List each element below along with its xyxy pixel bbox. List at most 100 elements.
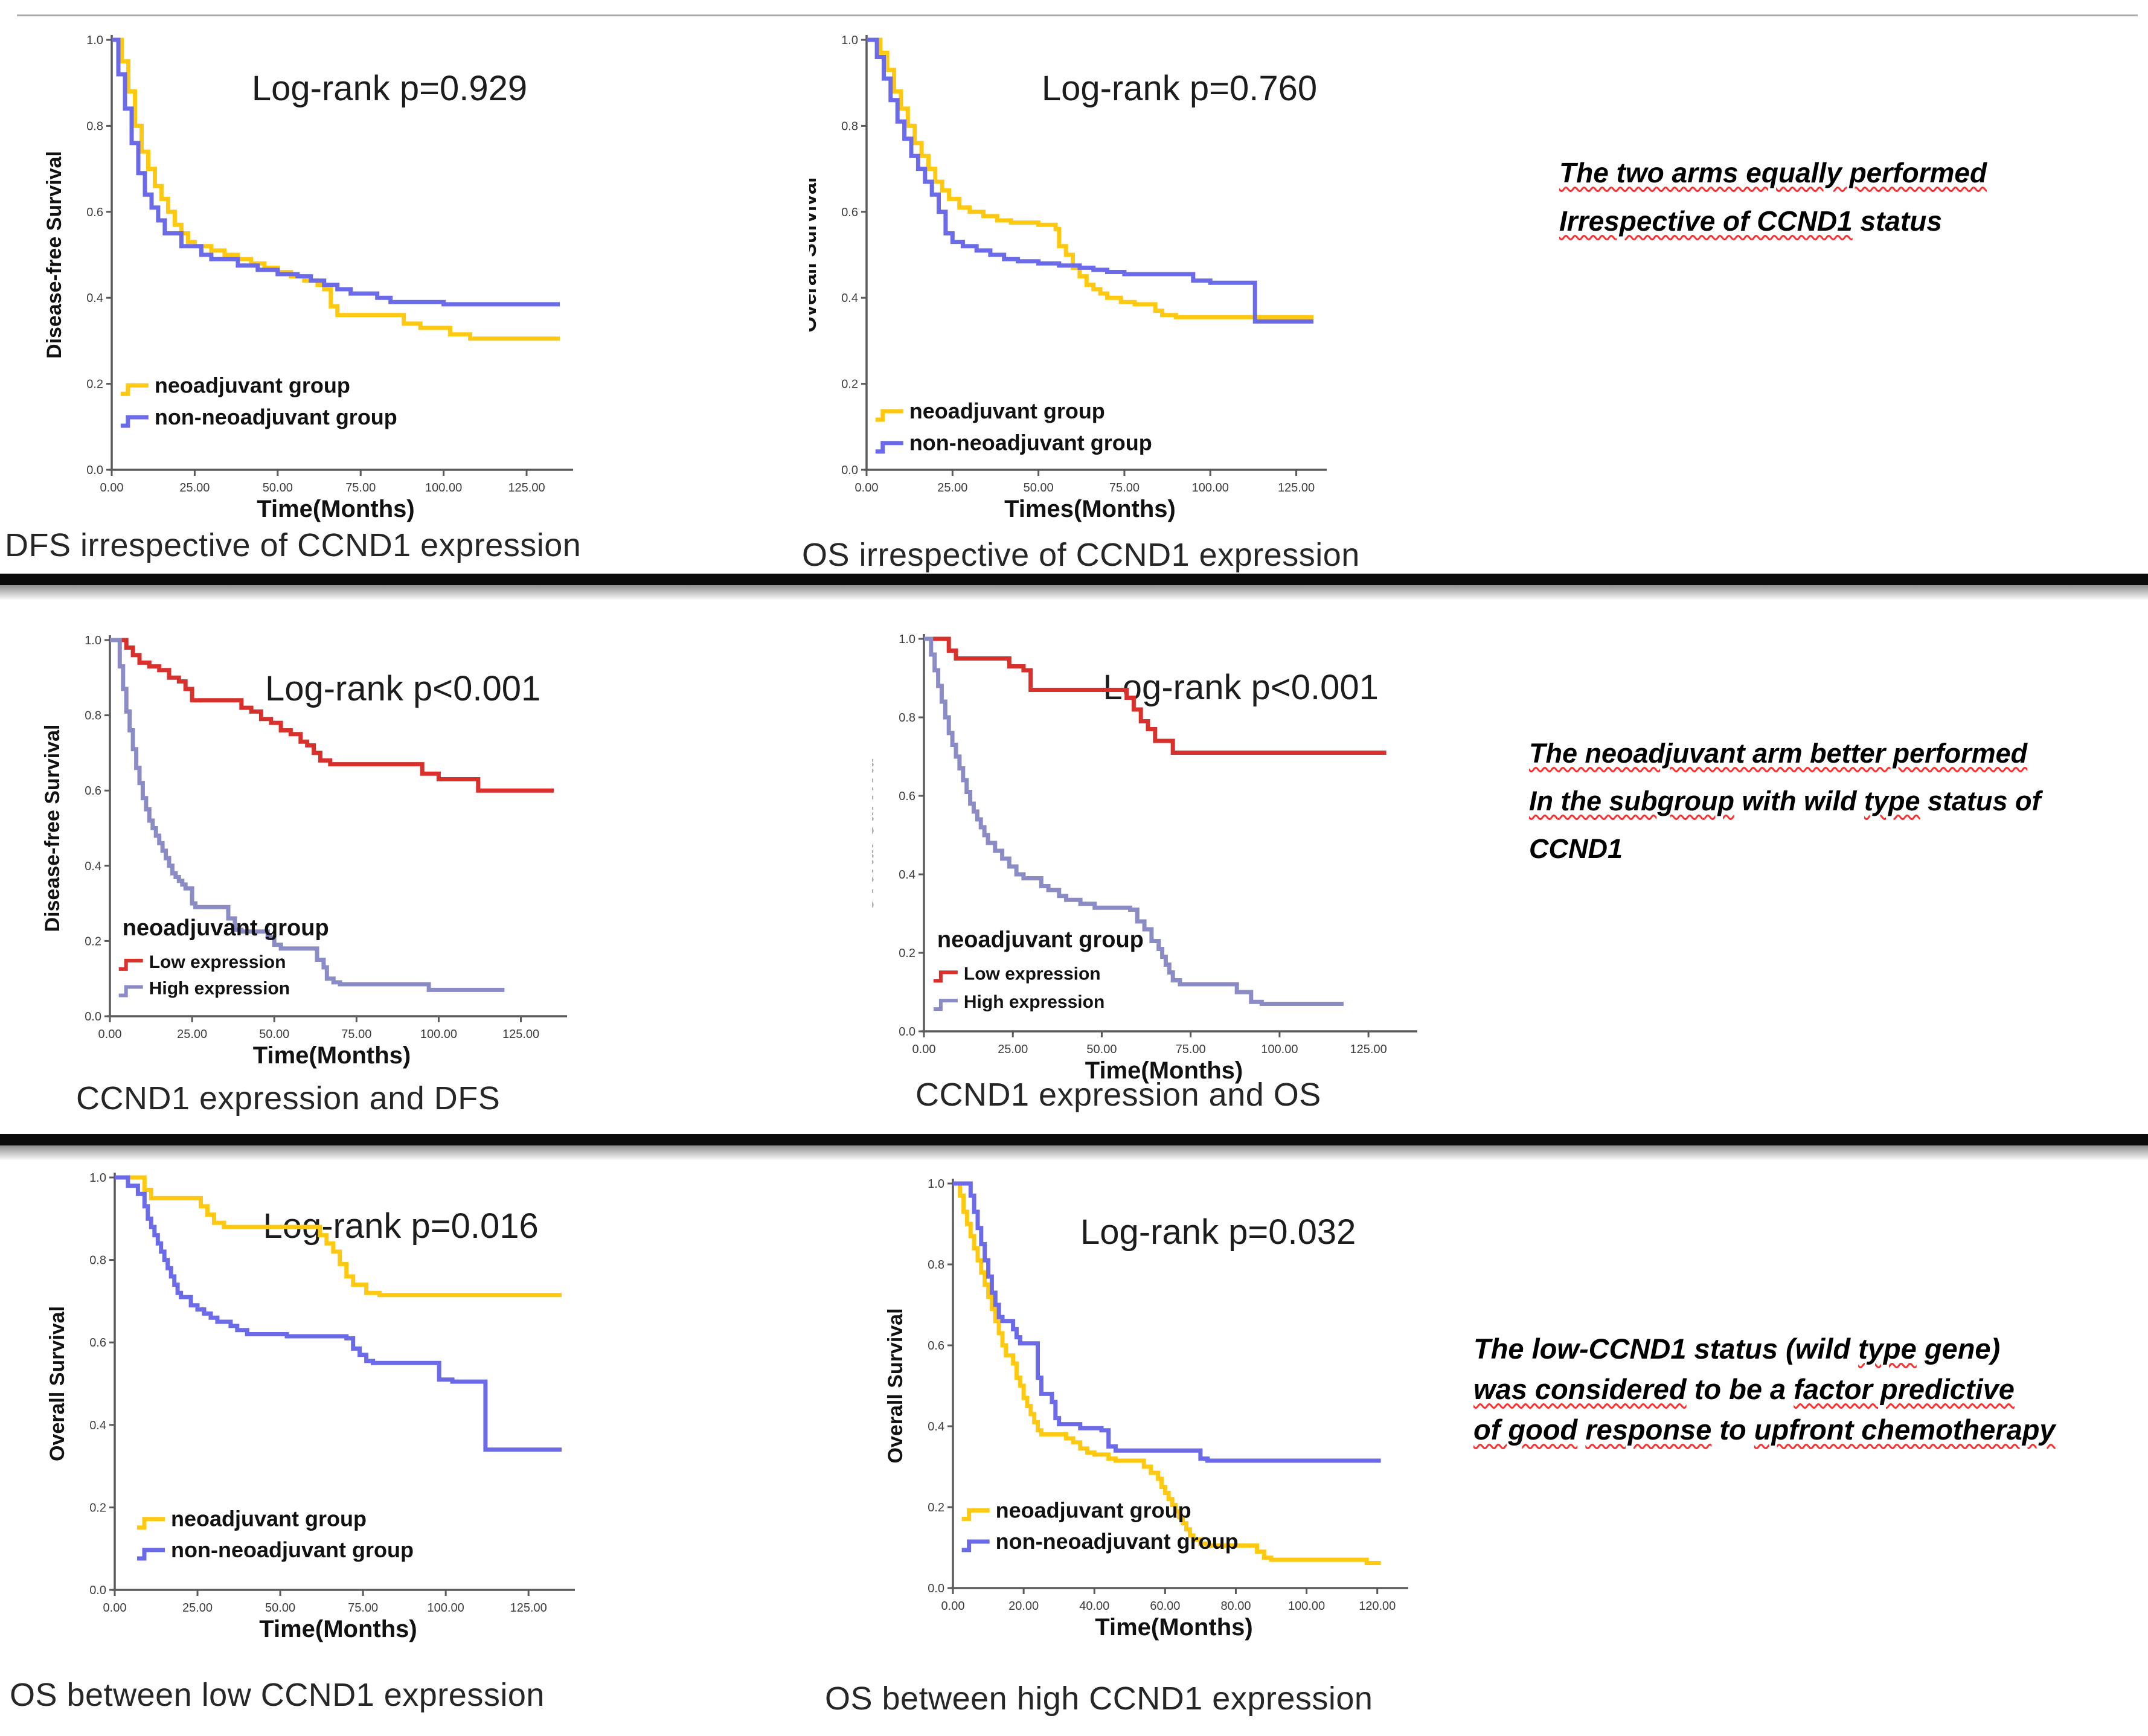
section-divider-shadow xyxy=(0,585,2148,600)
x-tick-label: 40.00 xyxy=(1079,1600,1109,1613)
y-tick-label: 0.8 xyxy=(85,709,101,723)
x-tick-label: 100.00 xyxy=(1261,1043,1298,1056)
x-tick-label: 0.00 xyxy=(855,481,879,495)
y-tick-label: 0.8 xyxy=(928,1258,944,1272)
note-line: The two arms equally performed xyxy=(1559,157,1987,188)
legend-label: High expression xyxy=(149,979,290,999)
x-tick-label: 120.00 xyxy=(1359,1600,1396,1613)
legend-glyph-neoadjuvant-group xyxy=(875,409,903,422)
legend-glyph-neoadjuvant-group xyxy=(137,1517,165,1530)
x-tick-label: 100.00 xyxy=(420,1028,457,1041)
y-tick-label: 1.0 xyxy=(85,634,101,647)
caption-os-low-ccnd1: OS between low CCND1 expression xyxy=(10,1677,545,1713)
legend-glyph-non-neoadjuvant-group xyxy=(961,1539,990,1552)
y-tick-label: 1.0 xyxy=(928,1177,944,1191)
note-line: of good response to upfront chemotherapy xyxy=(1473,1414,2056,1446)
series-neoadjuvant-group xyxy=(112,37,560,341)
x-tick-label: 75.00 xyxy=(1109,481,1140,495)
x-tick-label: 50.00 xyxy=(259,1028,289,1041)
x-tick-label: 50.00 xyxy=(1086,1043,1117,1056)
x-axis-title: Times(Months) xyxy=(1004,496,1176,522)
series-neoadjuvant-group xyxy=(953,1181,1381,1565)
log-rank-p-label: Log-rank p=0.929 xyxy=(252,69,527,108)
y-tick-label: 0.0 xyxy=(89,1584,106,1597)
y-tick-label: 0.6 xyxy=(841,206,858,219)
series-non-neoadjuvant-group xyxy=(867,37,1313,324)
y-tick-label: 0.2 xyxy=(89,1501,106,1514)
y-tick-label: 0.6 xyxy=(86,206,103,219)
legend-label: High expression xyxy=(964,992,1104,1012)
y-tick-label: 0.2 xyxy=(899,947,915,960)
km-chart-os-irrespective: 0.0 0.2 0.4 0.6 0.8 1.0 0.00 25.00 50.00 75.00 100… xyxy=(809,17,1449,530)
series-non-neoadjuvant-group xyxy=(115,1175,562,1452)
y-axis-title: Overall Survival xyxy=(884,1308,907,1463)
legend-label: non-neoadjuvant group xyxy=(171,1537,414,1562)
legend-glyph-non-neoadjuvant-group xyxy=(120,415,149,428)
log-rank-p-label: Log-rank p<0.001 xyxy=(265,669,540,708)
series-non-neoadjuvant-group xyxy=(112,37,560,307)
series-non-neoadjuvant-group xyxy=(953,1181,1381,1463)
x-tick-label: 125.00 xyxy=(502,1028,539,1041)
x-tick-label: 100.00 xyxy=(1288,1600,1325,1613)
series-neoadjuvant-group xyxy=(115,1175,562,1298)
legend-glyph-neoadjuvant-group xyxy=(961,1508,990,1521)
y-tick-label: 0.0 xyxy=(899,1025,915,1039)
x-tick-label: 100.00 xyxy=(425,481,462,495)
section-divider xyxy=(0,1134,2148,1145)
note-line: The neoadjuvant arm better performed xyxy=(1529,738,2028,769)
series-High-expression xyxy=(110,638,505,992)
x-tick-label: 0.00 xyxy=(912,1043,936,1056)
y-tick-label: 0.8 xyxy=(89,1254,106,1267)
y-axis-title: Overall Survival xyxy=(46,1306,69,1461)
legend-glyph-non-neoadjuvant-group xyxy=(875,441,903,454)
y-tick-label: 0.4 xyxy=(899,868,915,882)
y-tick-label: 0.8 xyxy=(899,711,915,725)
x-axis-title: Time(Months) xyxy=(1095,1614,1252,1641)
legend-title: neoadjuvant group xyxy=(937,927,1144,952)
legend-glyph-High-expression xyxy=(118,985,143,998)
x-tick-label: 0.00 xyxy=(941,1600,965,1613)
y-tick-label: 0.8 xyxy=(841,120,858,133)
legend-glyph-Low-expression xyxy=(933,970,958,983)
y-tick-label: 0.2 xyxy=(928,1501,944,1514)
y-tick-label: 0.4 xyxy=(85,860,101,873)
x-tick-label: 25.00 xyxy=(937,481,967,495)
x-tick-label: 25.00 xyxy=(179,481,210,495)
x-tick-label: 125.00 xyxy=(510,1601,547,1615)
legend-label: non-neoadjuvant group xyxy=(996,1529,1239,1554)
x-tick-label: 100.00 xyxy=(1192,481,1229,495)
top-rule xyxy=(17,14,2138,16)
x-axis-title: Time(Months) xyxy=(1085,1057,1243,1084)
x-axis-title: Time(Months) xyxy=(253,1042,411,1069)
x-tick-label: 50.00 xyxy=(1024,481,1054,495)
caption-ccnd1-dfs: CCND1 expression and DFS xyxy=(76,1080,501,1116)
km-plot-ccnd1-expression-os: 0.0 0.2 0.4 0.6 0.8 1.0 0.00 25.00 50.00 75.00 100… xyxy=(873,633,1417,1084)
km-plot-ccnd1-expression-dfs: 0.0 0.2 0.4 0.6 0.8 1.0 0.00 25.00 50.00 75.00 100… xyxy=(41,634,567,1069)
side-note-equal-arms: The two arms equally performed Irrespecti… xyxy=(1559,149,1987,245)
y-tick-label: 0.0 xyxy=(928,1582,944,1595)
x-tick-label: 125.00 xyxy=(1350,1043,1387,1056)
x-tick-label: 25.00 xyxy=(182,1601,213,1615)
y-tick-label: 0.4 xyxy=(86,292,103,305)
y-tick-label: 0.6 xyxy=(89,1336,106,1350)
km-plot-os-low-ccnd1: 0.0 0.2 0.4 0.6 0.8 1.0 0.00 25.00 50.00 75.00 100… xyxy=(46,1171,575,1642)
y-tick-label: 1.0 xyxy=(86,34,103,47)
km-chart-ccnd1-os: 0.0 0.2 0.4 0.6 0.8 1.0 0.00 25.00 50.00 75.00 100… xyxy=(873,621,1476,1098)
legend-label: neoadjuvant group xyxy=(155,373,350,397)
y-tick-label: 0.2 xyxy=(85,935,101,948)
note-line: CCND1 xyxy=(1529,833,1623,864)
legend-label: neoadjuvant group xyxy=(171,1507,367,1531)
legend-glyph-non-neoadjuvant-group xyxy=(137,1548,165,1561)
y-tick-label: 1.0 xyxy=(841,34,858,47)
y-tick-label: 1.0 xyxy=(899,633,915,646)
x-axis-title: Time(Months) xyxy=(259,1616,417,1642)
side-note-low-ccnd1-predictive: The low-CCND1 status (wild type gene) was… xyxy=(1473,1328,2056,1450)
y-tick-label: 0.8 xyxy=(86,120,103,133)
km-chart-dfs-irrespective: 0.0 0.2 0.4 0.6 0.8 1.0 0.00 25.00 50.00 75.00 100… xyxy=(33,17,607,530)
note-line: In the subgroup with wild type status of xyxy=(1529,786,2041,816)
y-tick-label: 0.0 xyxy=(841,464,858,477)
note-line: The low-CCND1 status (wild type gene) xyxy=(1473,1333,2001,1365)
y-tick-label: 0.6 xyxy=(928,1339,944,1353)
caption-dfs-irrespective: DFS irrespective of CCND1 expression xyxy=(5,527,582,563)
